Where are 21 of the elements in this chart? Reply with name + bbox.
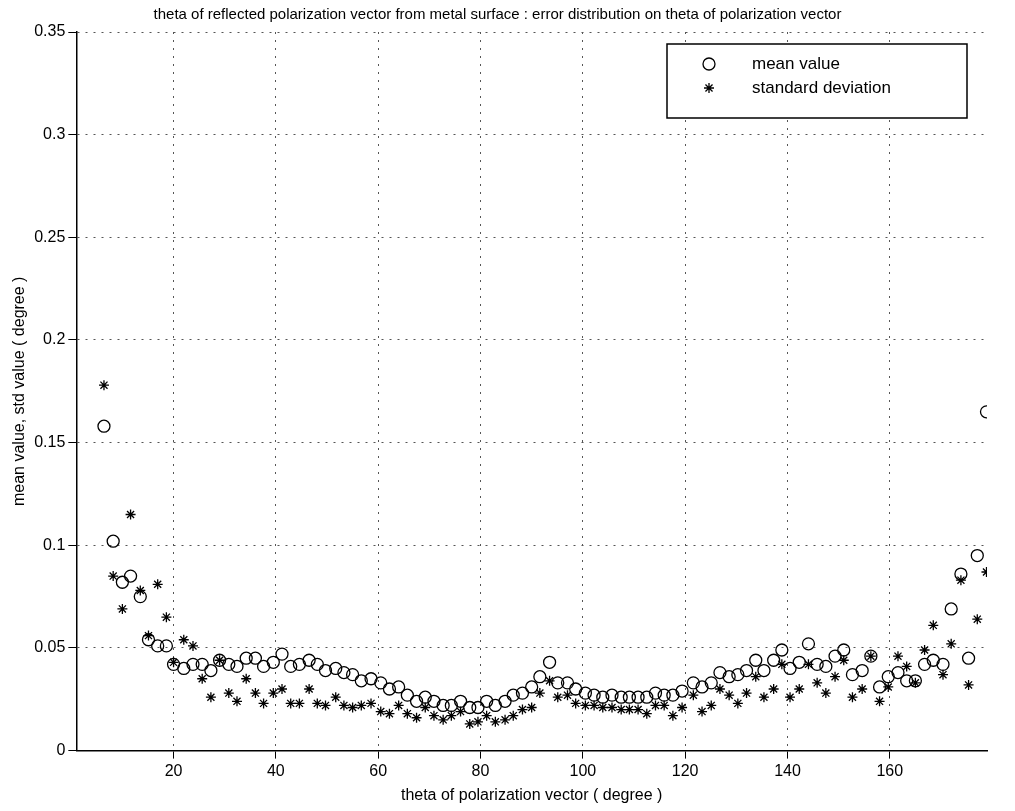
legend-label: standard deviation [752, 77, 891, 97]
y-tick-label: 0.15 [34, 433, 66, 451]
x-tick-label: 140 [774, 761, 801, 779]
y-axis-title: mean value, std value ( degree ) [10, 276, 28, 507]
y-tick-label: 0.1 [43, 535, 66, 553]
x-tick-label: 120 [671, 761, 699, 779]
legend-label: mean value [752, 53, 840, 73]
x-tick-label: 20 [164, 761, 183, 779]
y-tick-label: 0 [56, 741, 66, 759]
chart-title: theta of reflected polarization vector from metal surface : error distribution on theta of polarization vector [153, 5, 842, 23]
y-tick-label: 0.2 [43, 330, 66, 348]
x-axis-title: theta of polarization vector ( degree ) [400, 785, 663, 803]
y-tick-label: 0.3 [43, 125, 66, 143]
x-tick-label: 100 [569, 761, 597, 779]
y-tick-label: 0.35 [34, 22, 66, 40]
x-tick-label: 80 [471, 761, 490, 779]
y-tick-label: 0.05 [34, 638, 66, 656]
x-tick-label: 40 [266, 761, 285, 779]
x-tick-label: 60 [369, 761, 388, 779]
y-tick-label: 0.25 [34, 227, 66, 245]
x-tick-label: 160 [876, 761, 904, 779]
